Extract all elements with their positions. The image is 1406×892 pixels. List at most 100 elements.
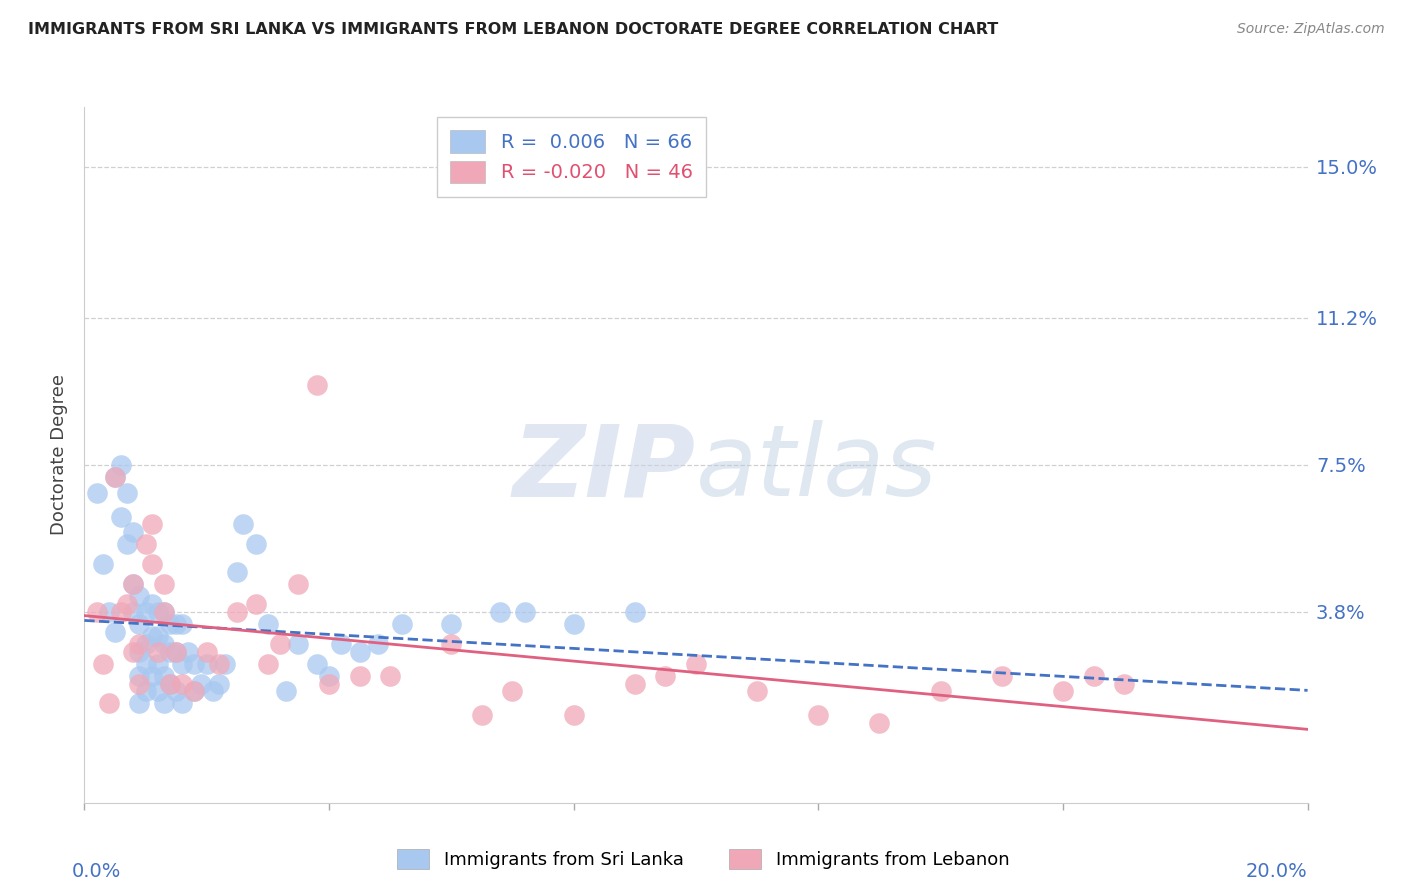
Point [159,676,181,690]
Point [489,605,512,619]
Point [440,616,463,631]
Text: atlas: atlas [696,420,938,517]
Point [287,577,309,591]
Point [141,558,163,572]
Point [115,597,138,611]
Point [929,684,952,698]
Point [153,697,176,711]
Point [1114,676,1136,690]
Point [135,605,157,619]
Point [214,657,236,671]
Point [104,624,127,639]
Point [128,589,150,603]
Y-axis label: Doctorate Degree: Doctorate Degree [51,375,69,535]
Point [245,537,267,551]
Point [146,657,169,671]
Point [153,605,176,619]
Point [122,605,145,619]
Text: 0.0%: 0.0% [72,863,121,881]
Point [562,708,585,723]
Point [807,708,830,723]
Point [86,485,108,500]
Point [172,697,194,711]
Point [159,676,181,690]
Point [128,616,150,631]
Point [869,716,891,731]
Point [165,616,187,631]
Point [141,517,163,532]
Text: ZIP: ZIP [513,420,696,517]
Point [624,676,647,690]
Point [391,616,413,631]
Point [159,645,181,659]
Point [330,637,353,651]
Point [146,605,169,619]
Point [128,645,150,659]
Point [122,525,145,540]
Point [208,676,231,690]
Point [685,657,707,671]
Point [172,676,194,690]
Point [1052,684,1074,698]
Point [172,616,194,631]
Point [226,565,249,579]
Point [110,605,132,619]
Point [654,668,676,682]
Point [165,645,187,659]
Legend: Immigrants from Sri Lanka, Immigrants from Lebanon: Immigrants from Sri Lanka, Immigrants fr… [388,839,1018,879]
Point [747,684,769,698]
Point [380,668,402,682]
Point [177,645,200,659]
Point [190,676,212,690]
Point [471,708,494,723]
Point [91,657,114,671]
Point [153,577,176,591]
Point [201,684,224,698]
Point [165,645,187,659]
Point [232,517,254,532]
Point [141,629,163,643]
Point [110,509,132,524]
Point [110,458,132,472]
Point [128,676,150,690]
Point [86,605,108,619]
Point [172,657,194,671]
Point [195,645,218,659]
Point [135,537,157,551]
Point [195,657,218,671]
Point [153,637,176,651]
Point [128,637,150,651]
Point [135,637,157,651]
Point [159,616,181,631]
Point [349,645,371,659]
Point [440,637,463,651]
Point [502,684,524,698]
Text: Source: ZipAtlas.com: Source: ZipAtlas.com [1237,22,1385,37]
Point [153,605,176,619]
Point [128,697,150,711]
Point [226,605,249,619]
Point [146,684,169,698]
Point [91,558,114,572]
Point [146,629,169,643]
Point [991,668,1014,682]
Point [183,684,205,698]
Point [349,668,371,682]
Point [367,637,389,651]
Point [153,668,176,682]
Point [257,616,280,631]
Point [624,605,647,619]
Point [305,378,328,392]
Point [104,470,127,484]
Point [183,684,205,698]
Point [513,605,536,619]
Point [122,577,145,591]
Point [318,676,340,690]
Point [115,485,138,500]
Point [257,657,280,671]
Point [97,697,120,711]
Point [135,657,157,671]
Point [245,597,267,611]
Point [208,657,231,671]
Point [115,537,138,551]
